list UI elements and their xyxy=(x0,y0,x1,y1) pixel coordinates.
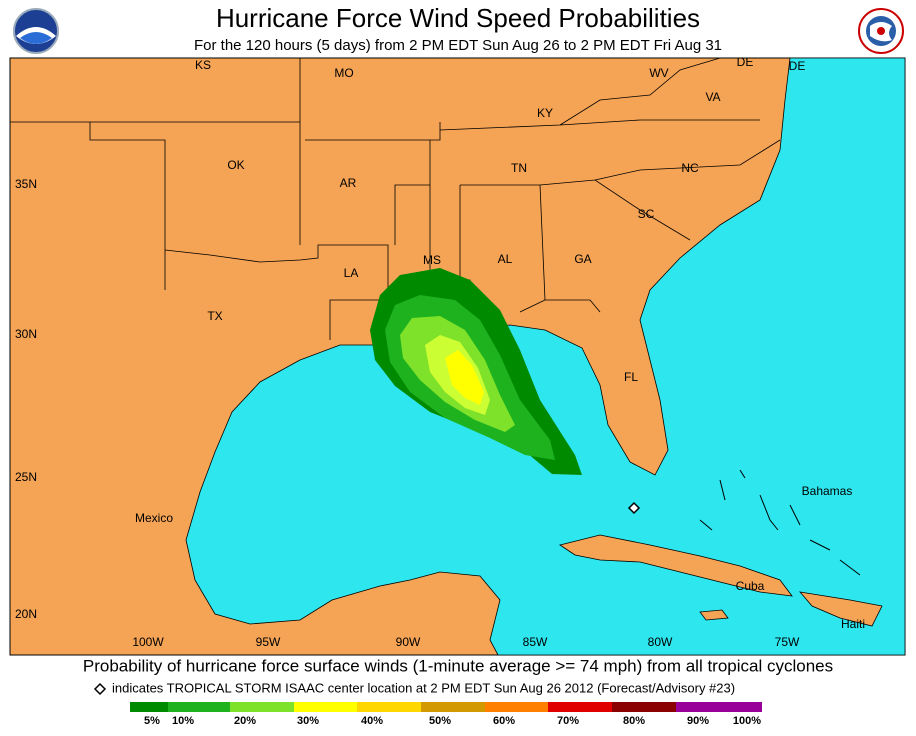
legend-label: 80% xyxy=(623,715,645,727)
legend-swatch xyxy=(294,702,357,712)
storm-center xyxy=(627,501,641,515)
nws-logo xyxy=(858,8,904,54)
legend: 5% 10% 20% 30% 40% 50% 60% 70% 80% 90% 100% xyxy=(130,702,762,727)
legend-swatch xyxy=(130,702,168,712)
place-label: SC xyxy=(638,207,655,221)
legend-label: 70% xyxy=(557,715,579,727)
legend-label: 30% xyxy=(297,715,319,727)
legend-swatch xyxy=(168,702,230,712)
latitude-label: 30N xyxy=(15,327,37,341)
place-label: DE xyxy=(737,55,754,69)
legend-label: 100% xyxy=(733,715,761,727)
legend-label: 20% xyxy=(234,715,256,727)
legend-label: 60% xyxy=(493,715,515,727)
place-label: Bahamas xyxy=(802,484,853,498)
place-label: MO xyxy=(334,66,353,80)
place-label: NC xyxy=(681,161,699,175)
longitude-label: 95W xyxy=(256,635,281,649)
storm-marker-key xyxy=(93,682,107,696)
place-label: KY xyxy=(537,106,553,120)
place-label: Cuba xyxy=(736,579,765,593)
caption: Probability of hurricane force surface w… xyxy=(83,656,833,675)
place-label: TN xyxy=(511,161,527,175)
place-label: AR xyxy=(340,176,357,190)
place-label: GA xyxy=(574,252,591,266)
place-label: DE xyxy=(789,59,806,73)
legend-swatch xyxy=(421,702,485,712)
bahamas-islands xyxy=(699,469,861,576)
legend-swatch xyxy=(485,702,548,712)
title: Hurricane Force Wind Speed Probabilities xyxy=(216,3,700,33)
storm-note: indicates TROPICAL STORM ISAAC center lo… xyxy=(112,680,735,695)
legend-label: 5% xyxy=(144,715,160,727)
longitude-label: 80W xyxy=(648,635,673,649)
map: KS MO WV DE DE VA KY OK AR TN NC SC MS AL GA LA TX FL Mexi… xyxy=(9,55,906,656)
place-label: MS xyxy=(423,253,441,267)
hispaniola xyxy=(798,591,883,627)
legend-swatch xyxy=(230,702,294,712)
place-label: AL xyxy=(498,252,513,266)
place-label: Mexico xyxy=(135,511,173,525)
longitude-label: 75W xyxy=(775,635,800,649)
legend-swatch xyxy=(676,702,762,712)
legend-label: 40% xyxy=(361,715,383,727)
place-label: Haiti xyxy=(841,617,865,631)
legend-label: 50% xyxy=(429,715,451,727)
latitude-label: 35N xyxy=(15,177,37,191)
legend-label: 10% xyxy=(172,715,194,727)
place-label: KS xyxy=(195,58,211,72)
longitude-label: 90W xyxy=(396,635,421,649)
legend-swatch xyxy=(357,702,421,712)
place-label: WV xyxy=(649,66,668,80)
probability-contours xyxy=(370,268,582,475)
legend-label: 90% xyxy=(687,715,709,727)
latitude-label: 20N xyxy=(15,607,37,621)
legend-swatch xyxy=(548,702,612,712)
place-label: FL xyxy=(624,370,638,384)
contour-40 xyxy=(445,350,484,405)
latitude-label: 25N xyxy=(15,470,37,484)
noaa-logo xyxy=(13,8,59,54)
place-label: TX xyxy=(207,309,222,323)
place-label: OK xyxy=(227,158,244,172)
longitude-label: 100W xyxy=(132,635,164,649)
legend-swatch xyxy=(612,702,676,712)
longitude-label: 85W xyxy=(523,635,548,649)
place-label: LA xyxy=(344,266,359,280)
jamaica xyxy=(699,609,729,621)
subtitle: For the 120 hours (5 days) from 2 PM EDT… xyxy=(194,37,722,54)
ocean xyxy=(185,57,906,656)
cuba xyxy=(559,534,793,597)
place-label: VA xyxy=(705,90,720,104)
